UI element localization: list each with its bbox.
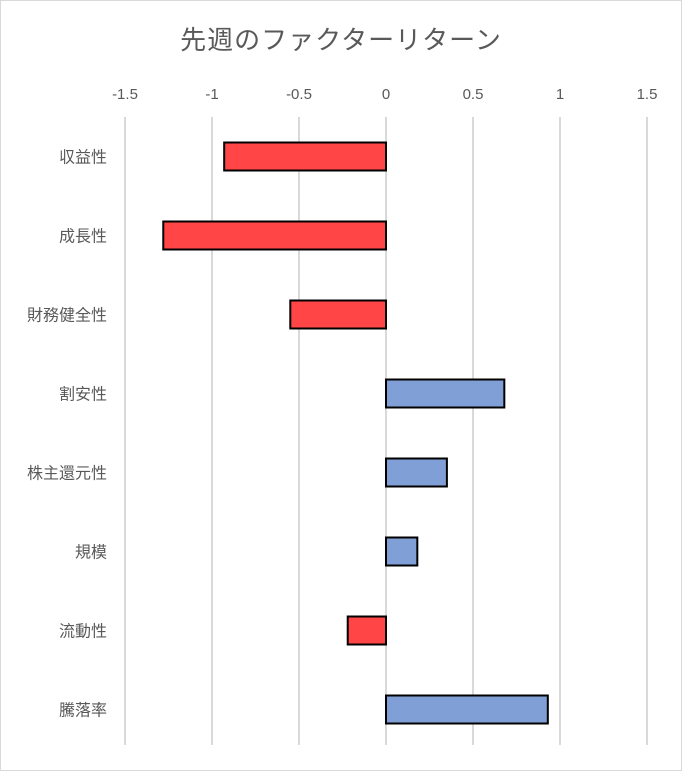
category-label: 規模 — [75, 543, 107, 562]
bar — [385, 694, 549, 725]
x-tick-label: 1.5 — [637, 86, 658, 103]
x-tick-label: 0 — [382, 86, 390, 103]
bar — [346, 615, 387, 646]
x-tick-label: -0.5 — [286, 86, 312, 103]
bar — [385, 457, 448, 488]
bar — [385, 536, 419, 567]
category-label: 株主還元性 — [27, 464, 107, 483]
category-label: 割安性 — [59, 385, 107, 404]
category-label: 財務健全性 — [27, 306, 107, 325]
category-label: 収益性 — [59, 148, 107, 167]
x-tick-label: 0.5 — [463, 86, 484, 103]
x-tick-label: -1.5 — [112, 86, 138, 103]
bar — [162, 220, 387, 251]
category-label: 流動性 — [59, 622, 107, 641]
category-label: 騰落率 — [59, 701, 107, 720]
x-tick-label: -1 — [205, 86, 218, 103]
category-label: 成長性 — [59, 227, 107, 246]
bar — [223, 141, 387, 172]
chart-title: 先週のファクターリターン — [180, 26, 502, 56]
x-tick-label: 1 — [556, 86, 564, 103]
bar — [385, 378, 506, 409]
bar — [289, 299, 387, 330]
